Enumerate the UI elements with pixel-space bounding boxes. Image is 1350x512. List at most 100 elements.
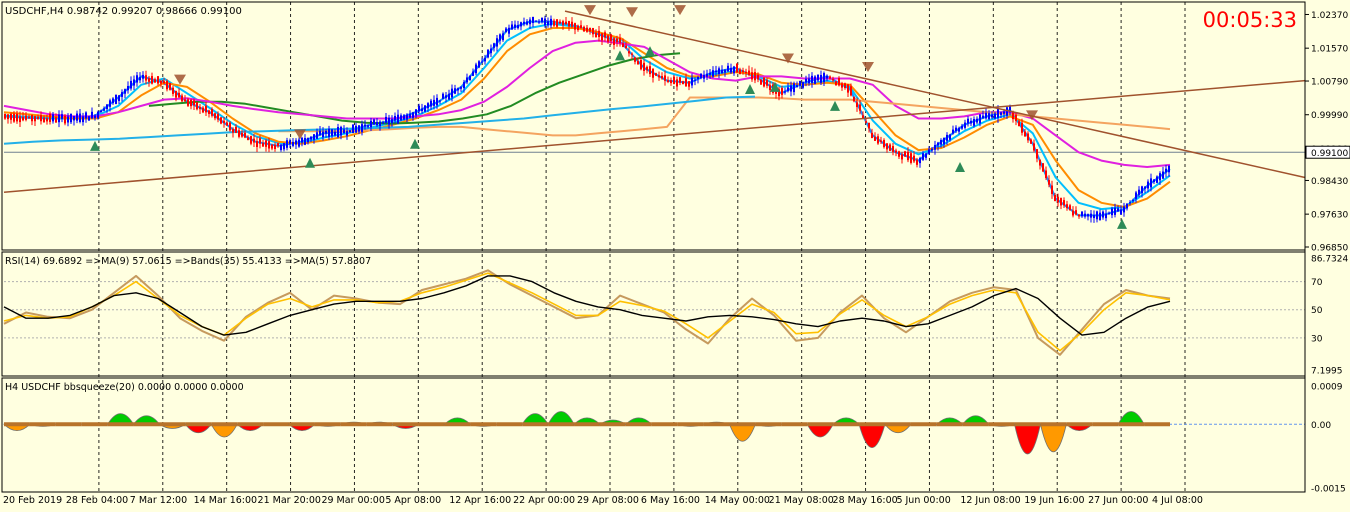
buy-arrow-icon: [830, 100, 840, 111]
candle-body: [181, 95, 183, 102]
squeeze-dot: [1066, 422, 1093, 427]
candle-body: [37, 116, 39, 119]
candle-body: [76, 113, 78, 121]
candle-body: [1003, 111, 1005, 114]
candle-body: [1117, 208, 1119, 212]
candle-body: [265, 140, 267, 147]
squeeze-panel[interactable]: [3, 411, 1305, 455]
candle-body: [787, 87, 789, 92]
squeeze-dot: [185, 422, 212, 427]
squeeze-dot: [263, 422, 290, 427]
candle-body: [943, 138, 945, 145]
squeeze-dot: [625, 422, 652, 427]
candle-body: [136, 75, 138, 83]
sell-arrow-icon: [584, 5, 596, 16]
time-label: 28 May 16:00: [833, 495, 898, 506]
price-panel[interactable]: [3, 5, 1306, 229]
candle-body: [127, 86, 129, 91]
candle-body: [691, 77, 693, 86]
trendline-falling: [564, 10, 1306, 179]
candle-body: [331, 129, 333, 136]
candle-body: [1126, 203, 1128, 209]
candle-body: [901, 154, 903, 160]
candle-body: [466, 77, 468, 83]
countdown-timer: 00:05:33: [1203, 8, 1297, 32]
candle-body: [205, 105, 207, 113]
candle-body: [514, 24, 516, 28]
candle-body: [79, 113, 81, 122]
candle-body: [118, 95, 120, 101]
candle-body: [571, 21, 573, 27]
candle-body: [415, 109, 417, 116]
candle-body: [1039, 159, 1041, 166]
candle-body: [337, 127, 339, 138]
candle-body: [673, 76, 675, 84]
candle-body: [316, 132, 318, 139]
candle-body: [379, 121, 381, 127]
squeeze-dot: [522, 422, 549, 427]
squeeze-dot: [366, 422, 393, 427]
candle-body: [55, 117, 57, 123]
candle-body: [532, 16, 534, 23]
candle-body: [802, 82, 804, 88]
candle-body: [517, 25, 519, 29]
time-label: 14 May 00:00: [705, 495, 770, 506]
squeeze-dot: [237, 422, 264, 427]
candle-body: [799, 80, 801, 86]
candle-body: [709, 72, 711, 75]
candle-body: [16, 113, 18, 122]
candle-body: [838, 78, 840, 86]
candle-body: [340, 126, 342, 136]
candle-body: [403, 115, 405, 120]
candle-body: [505, 28, 507, 33]
candle-body: [970, 120, 972, 124]
candle-body: [880, 140, 882, 142]
candle-body: [115, 94, 117, 104]
squeeze-dot: [496, 422, 523, 427]
candle-body: [727, 65, 729, 72]
rsi-panel[interactable]: [3, 269, 1305, 356]
candle-body: [649, 66, 651, 75]
candle-body: [868, 122, 870, 129]
candle-body: [1108, 213, 1110, 215]
candle-body: [1165, 168, 1167, 173]
candle-body: [1120, 209, 1122, 215]
time-label: 7 Mar 12:00: [130, 495, 187, 506]
candle-body: [307, 137, 309, 143]
squeeze-dot: [314, 422, 341, 427]
candle-body: [220, 117, 222, 124]
candle-body: [1150, 178, 1152, 188]
candle-body: [1090, 213, 1092, 218]
candle-body: [658, 75, 660, 78]
candle-body: [175, 90, 177, 98]
candle-body: [628, 51, 630, 54]
trendline-rising: [3, 79, 1306, 193]
candle-body: [208, 110, 210, 114]
candle-body: [1018, 121, 1020, 127]
candle-body: [256, 141, 258, 148]
candle-body: [412, 112, 414, 118]
candle-body: [133, 79, 135, 86]
squeeze-dot: [988, 422, 1015, 427]
squeeze-dot: [651, 422, 678, 427]
candle-body: [253, 138, 255, 143]
candle-body: [289, 140, 291, 145]
candle-body: [391, 119, 393, 123]
candle-body: [793, 83, 795, 93]
time-label: 29 Apr 08:00: [577, 495, 639, 506]
candle-body: [652, 68, 654, 78]
price-tick-label: 0.97630: [1311, 211, 1348, 221]
squeeze-tick-label: 0.00: [1311, 421, 1331, 431]
candle-body: [199, 107, 201, 110]
candle-body: [994, 113, 996, 119]
candle-body: [553, 20, 555, 26]
time-label: 4 Jul 08:00: [1152, 495, 1203, 506]
candle-body: [886, 143, 888, 150]
candle-body: [949, 134, 951, 140]
squeeze-dot: [677, 422, 704, 427]
candle-body: [70, 113, 72, 123]
squeeze-dot: [833, 422, 860, 427]
candle-body: [469, 75, 471, 81]
candle-body: [778, 89, 780, 97]
